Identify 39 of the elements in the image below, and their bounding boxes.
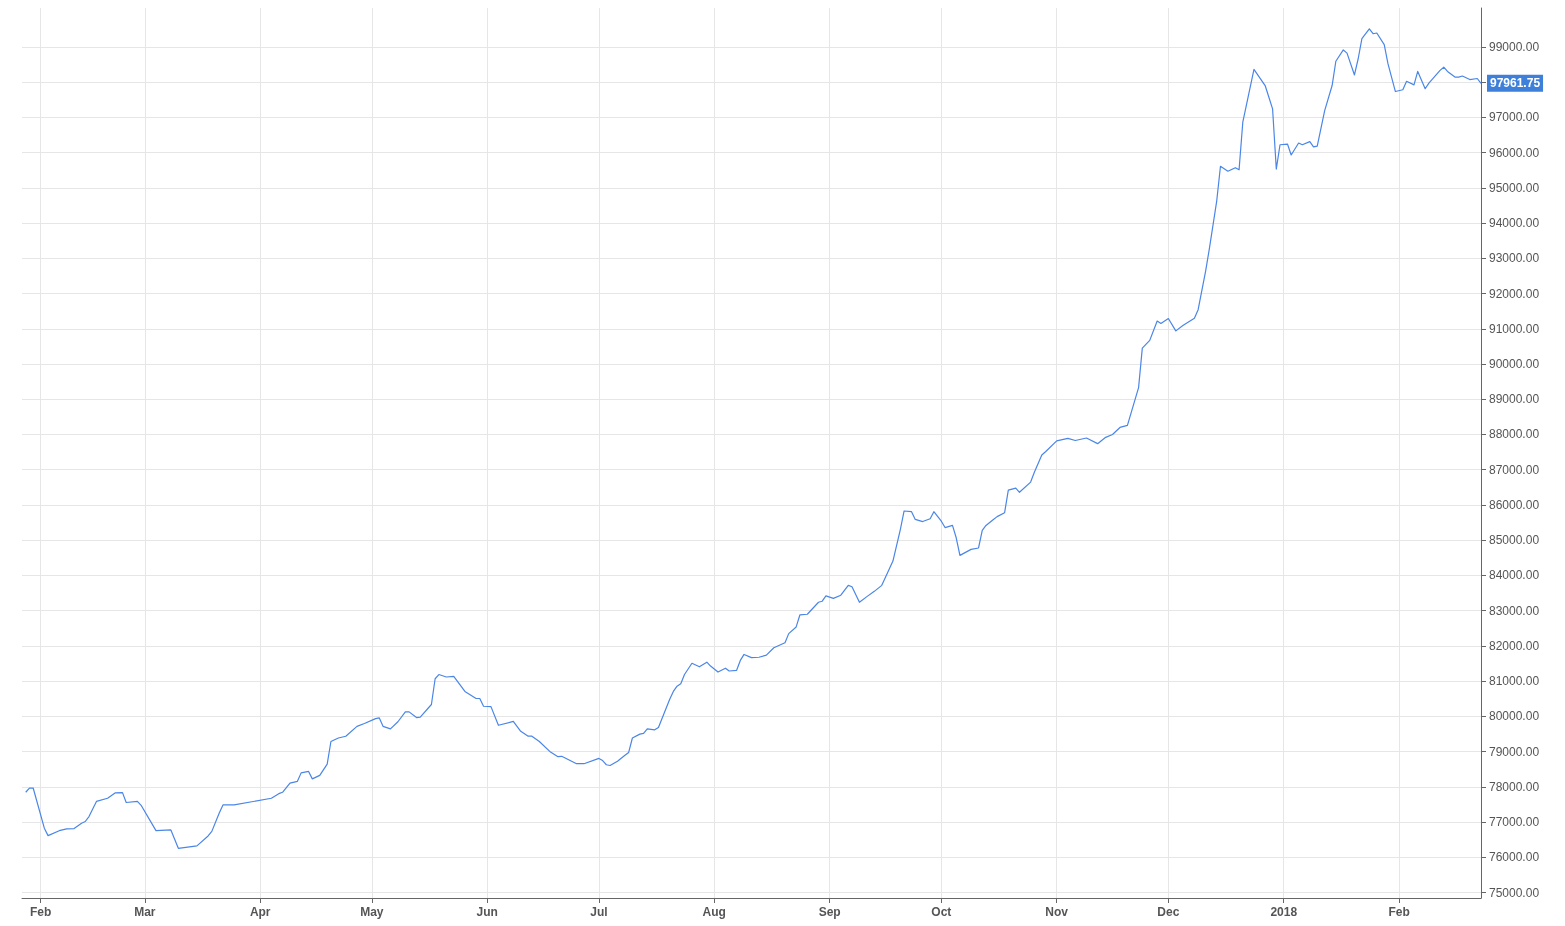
- x-tick-label: Sep: [818, 905, 841, 919]
- y-tick-label: 91000.00: [1489, 321, 1540, 336]
- y-tick-label: 86000.00: [1489, 497, 1540, 512]
- x-tick-label: Oct: [931, 905, 952, 919]
- y-tick-label: 94000.00: [1489, 216, 1540, 231]
- y-tick-label: 77000.00: [1489, 815, 1540, 830]
- y-tick-label: 90000.00: [1489, 357, 1540, 371]
- x-tick-label: Nov: [1045, 905, 1069, 919]
- y-tick-label: 97000.00: [1489, 110, 1540, 125]
- y-tick-label: 89000.00: [1489, 392, 1540, 407]
- y-tick-label: 93000.00: [1489, 251, 1540, 266]
- x-tick-label: Dec: [1157, 905, 1180, 919]
- x-tick-label: Aug: [702, 905, 726, 919]
- y-tick-label: 87000.00: [1489, 462, 1540, 477]
- x-tick-label: May: [360, 905, 384, 919]
- y-tick-label: 92000.00: [1489, 286, 1540, 301]
- x-tick-label: Feb: [1388, 905, 1410, 919]
- line-series: [25, 28, 1482, 849]
- x-tick-label: Jul: [590, 905, 608, 919]
- x-tick-label: 2018: [1270, 905, 1298, 919]
- y-tick-label: 99000.00: [1489, 39, 1540, 54]
- x-tick-label: Apr: [249, 905, 271, 919]
- y-tick-label: 84000.00: [1489, 568, 1540, 583]
- y-tick-label: 88000.00: [1489, 427, 1540, 442]
- y-tick-label: 76000.00: [1489, 850, 1540, 865]
- x-tick-label: Feb: [29, 905, 52, 919]
- y-tick-label: 96000.00: [1489, 145, 1540, 160]
- y-tick-label: 79000.00: [1489, 744, 1540, 759]
- y-tick-label: 80000.00: [1489, 709, 1540, 724]
- y-tick-label: 85000.00: [1489, 533, 1540, 548]
- y-tick-label: 83000.00: [1489, 603, 1540, 618]
- y-tick-label: 81000.00: [1489, 674, 1540, 689]
- y-tick-label: 95000.00: [1489, 180, 1540, 195]
- annotation: 97961.75: [1490, 76, 1541, 91]
- y-tick-label: 78000.00: [1489, 779, 1540, 794]
- x-tick-label: Jun: [476, 905, 498, 919]
- x-tick-label: Mar: [134, 905, 156, 919]
- y-tick-label: 75000.00: [1489, 885, 1540, 900]
- y-tick-label: 82000.00: [1489, 638, 1540, 653]
